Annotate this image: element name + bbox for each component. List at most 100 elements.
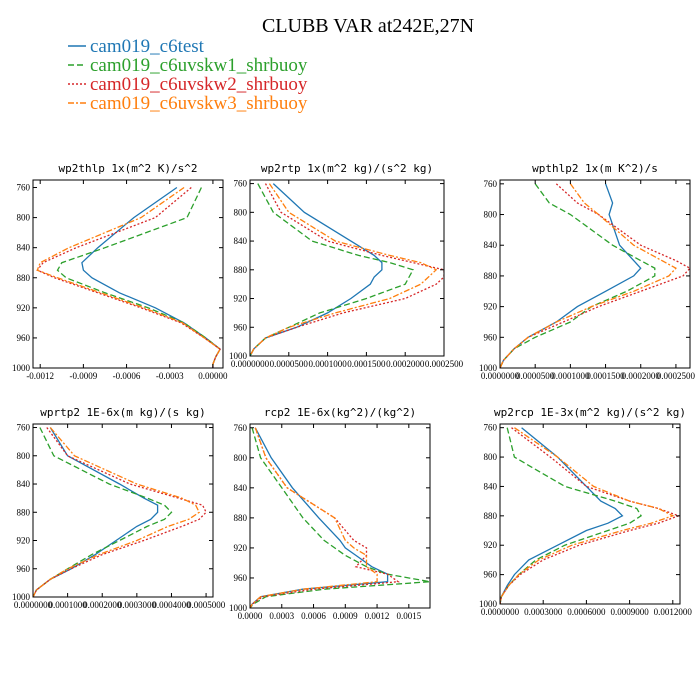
series-group <box>36 186 221 368</box>
x-tick-label: 0.0002500 <box>657 371 696 381</box>
legend-label: cam019_c6uvskw3_shrbuoy <box>90 93 308 114</box>
y-tick-label: 800 <box>17 451 31 461</box>
plot-frame <box>249 423 431 609</box>
x-tick-label: 0.0001000 <box>48 600 87 610</box>
x-tick-label: 0.0000 <box>238 611 263 621</box>
x-tick-label: 0.0000500 <box>516 371 555 381</box>
series-line-4 <box>500 183 677 368</box>
x-tick-label: 0.0006000 <box>567 607 606 617</box>
y-tick-label: 880 <box>234 265 248 275</box>
panel-title: wprtp2 1E-6x(m kg)/(s kg) <box>40 406 206 419</box>
x-tick-label: 0.0000000 <box>14 600 53 610</box>
y-tick-label: 800 <box>234 453 248 463</box>
y-tick-label: 880 <box>484 511 498 521</box>
x-tick-label: 0.0000500 <box>270 359 309 369</box>
y-tick-label: 760 <box>234 423 248 433</box>
legend-label: cam019_c6test <box>90 36 205 57</box>
y-tick-label: 840 <box>17 479 31 489</box>
series-line-3 <box>250 183 444 356</box>
x-tick-label: 0.0002000 <box>622 371 661 381</box>
panel-2: wp2rtp 1x(m^2 kg)/(s^2 kg) 760 800 840 880 92… <box>229 162 464 369</box>
series-line-2 <box>500 427 642 604</box>
y-tick-label: 760 <box>17 423 31 433</box>
y-tick-label: 1000 <box>12 363 31 373</box>
series-group <box>500 427 680 604</box>
x-tick-label: 0.0009000 <box>610 607 649 617</box>
panel-title: wp2rtp 1x(m^2 kg)/(s^2 kg) <box>261 162 433 175</box>
series-line-3 <box>500 183 690 368</box>
y-tick-label: 920 <box>17 536 31 546</box>
x-tick-label: 0.0001500 <box>347 359 386 369</box>
plot-frame <box>32 179 224 369</box>
x-tick-label: 0.0000000 <box>481 607 520 617</box>
y-tick-label: 800 <box>234 207 248 217</box>
panel-6: wp2rcp 1E-3x(m^2 kg)/(s^2 kg) 760 800 840 88… <box>479 406 692 617</box>
x-tick-label: 0.0000000 <box>231 359 270 369</box>
panel-3: wpthlp2 1x(m K^2)/s 760 800 840 880 920 960 100… <box>479 162 696 381</box>
series-line-2 <box>500 183 656 368</box>
y-tick-label: 920 <box>234 294 248 304</box>
x-tick-label: 0.0003000 <box>524 607 563 617</box>
y-tick-label: 880 <box>234 513 248 523</box>
y-tick-label: 840 <box>234 236 248 246</box>
panel-1: wp2thlp 1x(m^2 K)/s^2 760 800 840 880 920 960 1… <box>12 162 228 381</box>
y-tick-label: 840 <box>484 481 498 491</box>
series-line-1 <box>81 186 221 368</box>
y-tick-label: 880 <box>484 271 498 281</box>
x-tick-label: 0.0012000 <box>654 607 693 617</box>
y-tick-label: 800 <box>484 452 498 462</box>
y-tick-label: 1000 <box>479 363 498 373</box>
series-line-3 <box>500 427 680 604</box>
x-tick-label: 0.0009 <box>333 611 358 621</box>
y-tick-label: 960 <box>234 573 248 583</box>
x-tick-label: 0.0012 <box>365 611 390 621</box>
panels-grid: wp2thlp 1x(m^2 K)/s^2 760 800 840 880 920 960 1… <box>12 162 696 621</box>
legend-label: cam019_c6uvskw1_shrbuoy <box>90 55 308 76</box>
series-group <box>33 427 207 597</box>
y-tick-label: 960 <box>234 322 248 332</box>
y-tick-label: 840 <box>484 240 498 250</box>
y-tick-label: 880 <box>17 507 31 517</box>
y-tick-label: 800 <box>17 213 31 223</box>
x-tick-label: -0.0006 <box>113 371 141 381</box>
panel-5: rcp2 1E-6x(kg^2)/(kg^2) 760 800 840 880 920 96… <box>229 406 431 621</box>
y-tick-label: 880 <box>17 273 31 283</box>
x-tick-label: 0.0003 <box>269 611 294 621</box>
series-line-4 <box>500 427 675 604</box>
series-line-3 <box>250 427 401 608</box>
panel-title: wpthlp2 1x(m K^2)/s <box>532 162 658 175</box>
plot-frame <box>499 423 681 605</box>
x-tick-label: 0.0001000 <box>308 359 347 369</box>
x-tick-label: 0.0000000 <box>481 371 520 381</box>
x-tick-label: 0.0005000 <box>187 600 226 610</box>
x-tick-label: 0.0001000 <box>551 371 590 381</box>
panel-title: wp2rcp 1E-3x(m^2 kg)/(s^2 kg) <box>494 406 686 419</box>
y-tick-label: 1000 <box>479 599 498 609</box>
series-group <box>250 183 444 356</box>
y-tick-label: 960 <box>484 570 498 580</box>
series-line-4 <box>36 186 221 368</box>
x-tick-label: 0.0015 <box>396 611 421 621</box>
x-tick-label: 0.00000 <box>198 371 228 381</box>
y-tick-label: 920 <box>17 303 31 313</box>
series-line-1 <box>500 427 624 604</box>
y-tick-label: 920 <box>484 302 498 312</box>
x-tick-label: -0.0009 <box>70 371 98 381</box>
plot-frame <box>249 179 445 357</box>
x-tick-label: 0.0001500 <box>586 371 625 381</box>
panel-title: rcp2 1E-6x(kg^2)/(kg^2) <box>264 406 416 419</box>
y-tick-label: 840 <box>17 243 31 253</box>
y-tick-label: 920 <box>234 543 248 553</box>
series-line-3 <box>33 427 207 597</box>
series-line-4 <box>250 183 438 356</box>
x-tick-label: 0.0002000 <box>386 359 425 369</box>
x-tick-label: -0.0003 <box>156 371 184 381</box>
panel-4: wprtp2 1E-6x(m kg)/(s kg) 760 800 840 880 920… <box>12 406 226 610</box>
x-tick-label: 0.0003000 <box>118 600 157 610</box>
series-line-2 <box>33 427 173 597</box>
y-tick-label: 760 <box>484 423 498 433</box>
y-tick-label: 1000 <box>12 592 31 602</box>
plot-frame <box>499 179 691 369</box>
